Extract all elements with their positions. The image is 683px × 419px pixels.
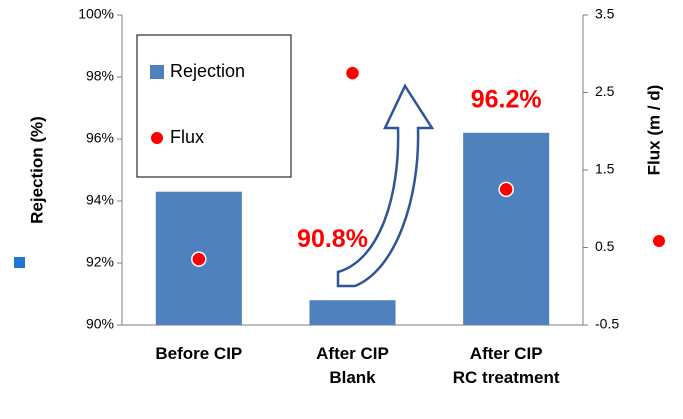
x-tick-line: RC treatment: [453, 368, 560, 387]
y2-tick-label: -0.5: [595, 316, 619, 332]
x-tick-line: After CIP: [316, 344, 389, 363]
y2-tick-label: 2.5: [595, 83, 615, 99]
x-tick-label: After CIP Blank: [316, 344, 389, 387]
bar: [463, 132, 550, 325]
y2-tick-label: 3.5: [595, 6, 615, 22]
arrow: [336, 83, 435, 288]
y2-axis-label: Flux (m / d): [644, 85, 663, 176]
x-tick-label: After CIP RC treatment: [453, 344, 560, 387]
legend-label: Flux: [170, 127, 204, 147]
legend-swatch: [150, 65, 164, 79]
bar: [309, 300, 396, 325]
y2-tick-label: 1.5: [595, 161, 615, 177]
point: [344, 65, 361, 81]
data-label: 90.8%: [297, 225, 368, 253]
legend-swatch: [151, 132, 163, 144]
x-tick-line: Before CIP: [155, 344, 242, 363]
y-tick-label: 98%: [86, 68, 114, 84]
x-tick-line: Blank: [329, 368, 376, 387]
legend: [136, 34, 292, 178]
y-tick-label: 92%: [86, 254, 114, 270]
x-tick-line: After CIP: [470, 344, 543, 363]
y-tick-label: 96%: [86, 130, 114, 146]
y-axis-label: Rejection (%): [27, 116, 46, 224]
x-tick-label: Before CIP: [155, 344, 242, 363]
y-tick-label: 100%: [78, 6, 114, 22]
point: [498, 181, 514, 198]
y2-axis-icon: [653, 235, 665, 247]
y-axis-icon: [14, 257, 25, 268]
point: [191, 251, 207, 267]
y2-tick-label: 0.5: [595, 238, 615, 254]
data-label: 96.2%: [471, 85, 542, 113]
y-tick-label: 94%: [86, 192, 114, 208]
y-tick-label: 90%: [86, 316, 114, 332]
legend-label: Rejection: [170, 61, 245, 81]
